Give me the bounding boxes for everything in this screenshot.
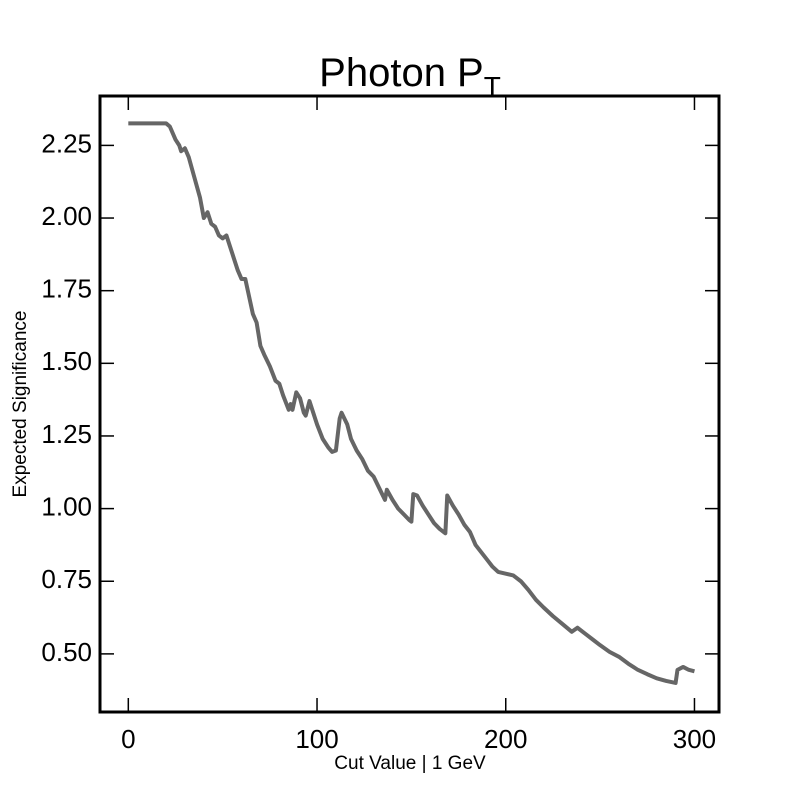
y-tick-label: 1.50 bbox=[41, 346, 92, 376]
y-tick-label: 1.25 bbox=[41, 419, 92, 449]
y-tick-label: 1.00 bbox=[41, 491, 92, 521]
chart-title: Photon PT bbox=[319, 51, 501, 102]
title-subscript: T bbox=[484, 71, 501, 102]
x-tick-label: 100 bbox=[295, 724, 338, 754]
y-axis-label: Expected Significance bbox=[10, 311, 31, 498]
y-tick-label: 0.50 bbox=[41, 637, 92, 667]
title-main: Photon P bbox=[319, 51, 484, 95]
line-series bbox=[128, 121, 695, 685]
x-tick-label: 300 bbox=[673, 724, 716, 754]
x-axis-label: Cut Value | 1 GeV bbox=[334, 753, 486, 774]
y-tick-label: 0.75 bbox=[41, 564, 92, 594]
plot-frame bbox=[98, 94, 721, 714]
x-tick-label: 0 bbox=[121, 724, 135, 754]
y-tick-label: 2.25 bbox=[41, 128, 92, 158]
y-tick-label: 1.75 bbox=[41, 274, 92, 304]
y-tick-label: 2.00 bbox=[41, 201, 92, 231]
x-tick-label: 200 bbox=[484, 724, 527, 754]
